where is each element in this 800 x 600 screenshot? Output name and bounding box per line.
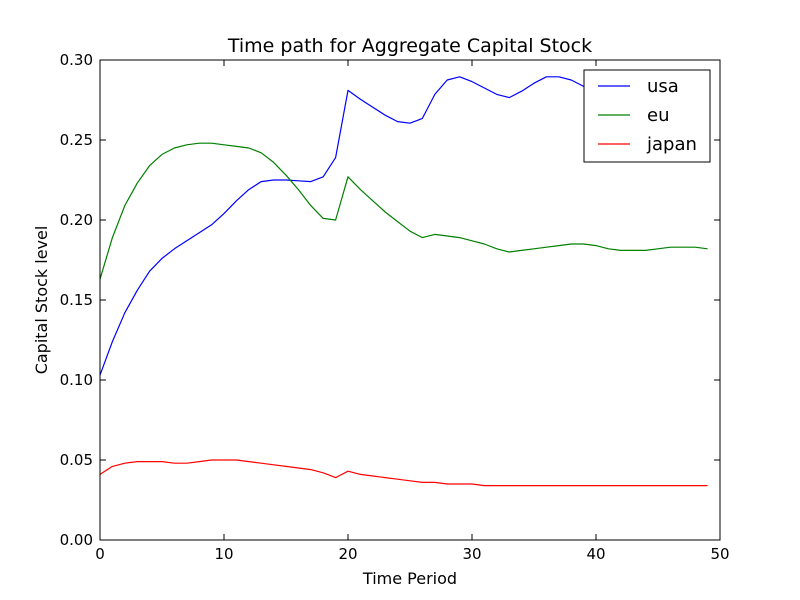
y-tick-label: 0.30 <box>60 51 93 69</box>
y-tick-label: 0.20 <box>60 211 93 229</box>
y-tick-label: 0.00 <box>60 531 93 549</box>
y-tick-label: 0.05 <box>60 451 93 469</box>
legend: usa eu japan <box>584 70 710 162</box>
x-tick-label: 20 <box>338 545 357 563</box>
x-tick-label: 50 <box>710 545 729 563</box>
x-tick-label: 10 <box>214 545 233 563</box>
legend-label-eu: eu <box>647 105 669 126</box>
x-axis-label: Time Period <box>362 569 457 588</box>
x-tick-label: 40 <box>586 545 605 563</box>
y-axis-label: Capital Stock level <box>32 226 51 375</box>
y-tick-label: 0.15 <box>60 291 93 309</box>
y-tick-label: 0.25 <box>60 131 93 149</box>
x-tick-label: 30 <box>462 545 481 563</box>
legend-label-usa: usa <box>647 76 679 97</box>
legend-label-japan: japan <box>646 134 697 155</box>
y-tick-label: 0.10 <box>60 371 93 389</box>
x-tick-label: 0 <box>95 545 105 563</box>
chart-title: Time path for Aggregate Capital Stock <box>227 35 592 57</box>
